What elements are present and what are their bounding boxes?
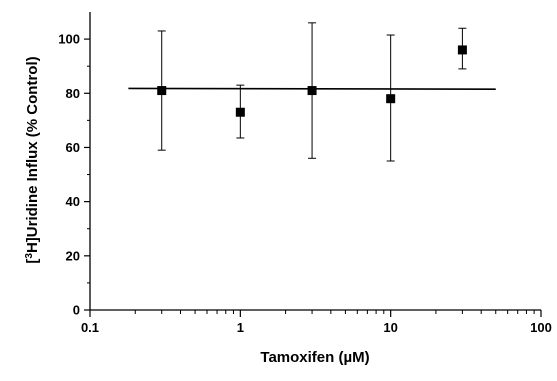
y-axis-label-prefix: [ xyxy=(24,259,41,264)
data-points xyxy=(157,45,467,117)
axes xyxy=(89,12,541,311)
x-tick-label: 1 xyxy=(237,320,244,335)
data-point-square xyxy=(307,86,317,96)
y-tick-label: 0 xyxy=(73,303,80,318)
y-axis-label-main: Uridine Influx (% Control) xyxy=(24,56,41,237)
x-axis-label: Tamoxifen (µM) xyxy=(260,349,369,366)
x-tick-label: 10 xyxy=(383,320,397,335)
y-axis-label: [3H]Uridine Influx (% Control) xyxy=(24,56,41,263)
y-axis-label-superscript: 3 xyxy=(24,253,35,259)
y-tick-label: 100 xyxy=(58,32,80,47)
y-tick-label: 60 xyxy=(66,140,80,155)
ticks: 0 20 40 60 80 100 0.1 1 10 100 xyxy=(58,32,552,335)
data-point-square xyxy=(157,86,167,96)
x-tick-label: 0.1 xyxy=(81,320,99,335)
data-point-square xyxy=(235,107,245,117)
error-bars xyxy=(157,22,467,162)
y-axis-label-element: H] xyxy=(24,237,41,253)
y-tick-label: 20 xyxy=(66,248,80,263)
y-tick-label: 40 xyxy=(66,194,80,209)
data-point-square xyxy=(457,45,467,55)
x-tick-label: 100 xyxy=(530,320,552,335)
data-point-square xyxy=(386,94,396,104)
y-tick-label: 80 xyxy=(66,86,80,101)
